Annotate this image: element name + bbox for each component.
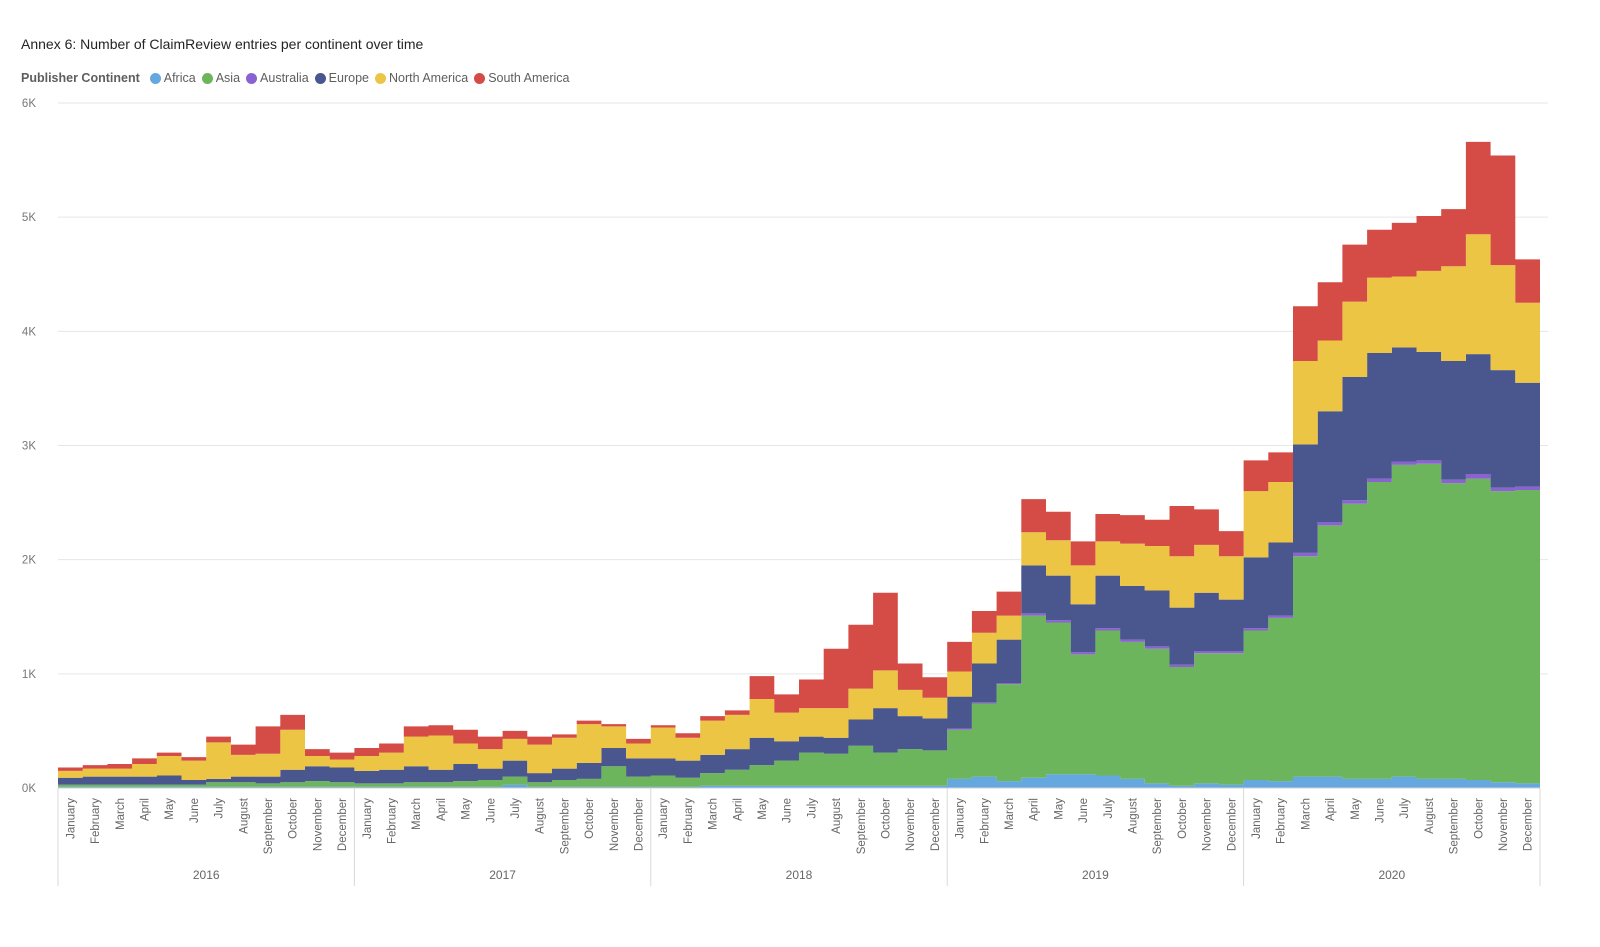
x-tick-label: August bbox=[238, 797, 250, 834]
legend-swatch-europe bbox=[314, 72, 326, 84]
x-tick-label: July bbox=[510, 798, 522, 819]
x-tick-label: August bbox=[1127, 797, 1139, 834]
legend-swatch-north-america bbox=[374, 72, 386, 84]
x-tick-label: November bbox=[1202, 798, 1214, 851]
x-tick-label: March bbox=[1004, 798, 1016, 830]
x-tick-label: December bbox=[1523, 798, 1535, 851]
year-label: 2018 bbox=[786, 868, 813, 882]
y-tick-label: 3K bbox=[22, 441, 36, 453]
x-tick-label: June bbox=[1374, 798, 1386, 823]
legend-item-europe[interactable]: Europe bbox=[314, 71, 369, 85]
x-tick-label: May bbox=[757, 798, 769, 820]
x-tick-label: October bbox=[288, 798, 300, 839]
x-tick-label: May bbox=[1053, 798, 1065, 820]
year-label: 2020 bbox=[1378, 868, 1405, 882]
x-tick-label: December bbox=[633, 798, 645, 851]
legend-label-south-america: South America bbox=[488, 71, 570, 85]
x-tick-label: November bbox=[1498, 798, 1510, 851]
x-tick-label: May bbox=[461, 798, 473, 820]
x-tick-label: December bbox=[1226, 798, 1238, 851]
x-tick-label: January bbox=[1251, 798, 1263, 839]
x-tick-label: April bbox=[1029, 798, 1041, 821]
chart-title: Annex 6: Number of ClaimReview entries p… bbox=[21, 36, 424, 52]
legend-item-africa[interactable]: Africa bbox=[149, 71, 196, 85]
y-tick-label: 1K bbox=[22, 669, 36, 681]
x-tick-label: December bbox=[337, 798, 349, 851]
x-tick-label: September bbox=[1152, 798, 1164, 854]
legend: Publisher Continent Africa Asia Australi… bbox=[21, 69, 575, 87]
x-tick-label: November bbox=[609, 798, 621, 851]
series-areas bbox=[58, 141, 1540, 788]
x-tick-label: November bbox=[312, 798, 324, 851]
x-tick-label: June bbox=[485, 798, 497, 823]
x-tick-label: September bbox=[1449, 798, 1461, 854]
series-area-north-america bbox=[58, 234, 1540, 781]
x-tick-label: May bbox=[1350, 798, 1362, 820]
x-tick-label: July bbox=[1399, 798, 1411, 819]
x-tick-label: March bbox=[1300, 798, 1312, 830]
x-tick-label: July bbox=[214, 798, 226, 819]
legend-swatch-australia bbox=[246, 72, 258, 84]
legend-swatch-south-america bbox=[474, 72, 486, 84]
x-tick-label: January bbox=[362, 798, 374, 839]
x-tick-label: October bbox=[584, 798, 596, 839]
x-year-groups: 2016 2017 2018 2019 2020 bbox=[57, 788, 1541, 886]
x-tick-label: June bbox=[189, 798, 201, 823]
series-area-asia bbox=[58, 463, 1540, 787]
x-tick-label: August bbox=[831, 797, 843, 834]
x-tick-label: March bbox=[411, 798, 423, 830]
x-tick-label: August bbox=[535, 797, 547, 834]
x-tick-label: August bbox=[1424, 797, 1436, 834]
legend-item-asia[interactable]: Asia bbox=[201, 71, 241, 85]
legend-label-north-america: North America bbox=[388, 71, 469, 85]
x-tick-label: May bbox=[164, 798, 176, 820]
y-tick-label: 6K bbox=[22, 98, 36, 110]
year-label: 2019 bbox=[1082, 868, 1109, 882]
x-tick-label: April bbox=[1325, 798, 1337, 821]
legend-label-asia: Asia bbox=[215, 71, 241, 85]
x-tick-label: February bbox=[979, 798, 991, 844]
x-tick-label: October bbox=[1473, 798, 1485, 839]
legend-label-australia: Australia bbox=[260, 71, 309, 85]
x-tick-label: June bbox=[1078, 798, 1090, 823]
legend-label-africa: Africa bbox=[163, 71, 196, 85]
legend-label-europe: Europe bbox=[328, 71, 369, 85]
x-tick-label: September bbox=[559, 798, 571, 854]
x-month-labels: January February March April May June July Augu… bbox=[65, 797, 1534, 854]
x-tick-label: February bbox=[90, 798, 102, 844]
x-tick-label: September bbox=[856, 798, 868, 854]
x-tick-label: June bbox=[782, 798, 794, 823]
x-tick-label: April bbox=[732, 798, 744, 821]
legend-item-south-america[interactable]: South America bbox=[474, 71, 569, 85]
y-tick-label: 2K bbox=[22, 555, 36, 567]
x-tick-label: October bbox=[880, 798, 892, 839]
x-tick-label: March bbox=[708, 798, 720, 830]
x-tick-label: October bbox=[1177, 798, 1189, 839]
x-tick-label: November bbox=[905, 798, 917, 851]
x-tick-label: July bbox=[806, 798, 818, 819]
year-label: 2017 bbox=[489, 868, 516, 882]
x-tick-label: December bbox=[930, 798, 942, 851]
x-tick-label: January bbox=[658, 798, 670, 839]
y-tick-label: 5K bbox=[22, 212, 36, 224]
y-tick-label: 4K bbox=[22, 326, 36, 338]
x-tick-label: January bbox=[955, 798, 967, 839]
legend-swatch-africa bbox=[149, 72, 161, 84]
x-tick-label: February bbox=[1276, 798, 1288, 844]
x-tick-label: March bbox=[115, 798, 127, 830]
year-label: 2016 bbox=[193, 868, 220, 882]
x-tick-label: February bbox=[386, 798, 398, 844]
x-tick-label: February bbox=[683, 798, 695, 844]
x-tick-label: January bbox=[65, 798, 77, 839]
x-tick-label: April bbox=[139, 798, 151, 821]
x-tick-label: September bbox=[263, 798, 275, 854]
x-tick-label: April bbox=[436, 798, 448, 821]
legend-swatch-asia bbox=[201, 72, 213, 84]
legend-item-australia[interactable]: Australia bbox=[246, 71, 309, 85]
legend-item-north-america[interactable]: North America bbox=[374, 71, 469, 85]
y-tick-label: 0K bbox=[22, 783, 36, 795]
x-tick-label: July bbox=[1103, 798, 1115, 819]
legend-title: Publisher Continent bbox=[21, 71, 140, 85]
